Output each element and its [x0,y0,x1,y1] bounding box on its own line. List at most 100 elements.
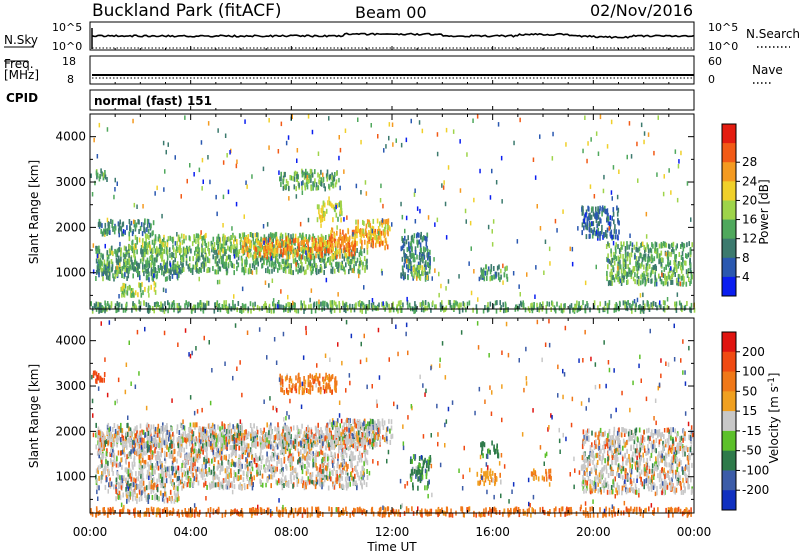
range-gate-cell [145,302,148,308]
range-gate-cell [401,245,404,251]
range-gate-cell [172,457,175,463]
range-gate-cell [344,303,347,309]
range-gate-cell [345,485,348,491]
range-gate-cell [650,302,652,308]
range-gate-cell [278,304,281,310]
range-gate-cell [152,477,155,483]
range-gate-cell [324,452,327,458]
range-gate-cell [668,262,670,268]
range-gate-cell [606,209,608,215]
range-gate-cell [281,479,284,485]
range-gate-cell [166,268,169,274]
noise-cell [473,269,475,274]
range-gate-cell [645,246,647,252]
range-gate-cell [152,275,154,281]
noise-cell [338,155,340,161]
noise-cell [539,134,541,139]
range-gate-cell [613,260,616,266]
noise-cell [445,127,448,133]
range-gate-cell [349,303,351,309]
range-gate-cell [693,307,696,313]
range-gate-cell [427,248,429,254]
range-gate-cell [98,485,100,491]
range-gate-cell [219,249,222,255]
range-gate-cell [96,172,99,178]
noise-cell [217,250,220,255]
range-gate-cell [293,437,296,443]
range-gate-cell [686,270,689,276]
noise-cell [206,268,208,274]
range-gate-cell [665,279,667,285]
range-gate-cell [284,264,287,270]
date-title: 02/Nov/2016 [590,1,693,20]
range-gate-cell [174,472,177,478]
range-gate-cell [338,249,340,254]
range-gate-cell [340,262,342,268]
range-gate-cell [215,482,218,488]
range-gate-cell [154,448,156,454]
range-gate-cell [314,455,317,461]
nave-label: Nave [752,63,783,77]
range-gate-cell [659,258,661,263]
range-gate-cell [569,308,571,314]
range-gate-cell [96,484,99,490]
range-gate-cell [400,300,402,306]
range-gate-cell [622,258,625,264]
range-gate-cell [339,228,341,234]
range-gate-cell [285,184,288,190]
range-gate-cell [168,302,171,308]
range-gate-cell [124,229,126,235]
range-gate-cell [290,478,293,484]
range-gate-cell [225,476,227,482]
range-gate-cell [323,183,325,189]
range-gate-cell [240,466,242,472]
noise-cell [492,219,495,224]
range-gate-cell [301,262,303,267]
range-gate-cell [670,251,672,257]
range-gate-cell [366,264,368,270]
range-gate-cell [306,256,309,262]
range-gate-cell [599,301,601,307]
range-gate-cell [197,252,199,258]
nsky-bottom-tick: 10^0 [52,40,82,53]
noise-cell [92,269,95,274]
range-gate-cell [273,266,275,272]
range-gate-cell [222,258,224,264]
range-gate-cell [285,259,287,265]
range-gate-cell [284,475,287,481]
range-gate-cell [330,236,332,242]
noise-cell [104,243,106,249]
range-gate-cell [108,248,111,254]
range-gate-cell [677,273,680,279]
noise-cell [385,144,387,149]
noise-cell [278,170,280,175]
range-gate-cell [276,248,279,254]
range-gate-cell [175,264,177,270]
range-gate-cell [680,244,682,249]
noise-cell [216,279,219,285]
noise-cell [556,228,558,233]
range-gate-cell [273,452,275,458]
range-gate-cell [246,474,248,479]
range-gate-cell [422,271,424,277]
range-gate-cell [141,252,143,257]
range-gate-cell [193,234,195,240]
noise-cell [184,115,186,120]
range-gate-cell [336,253,338,259]
noise-cell [322,172,324,178]
range-gate-cell [229,255,231,260]
range-gate-cell [654,267,657,273]
range-gate-cell [243,442,246,448]
range-gate-cell [339,234,342,239]
range-gate-cell [290,234,292,240]
range-gate-cell [110,303,113,309]
range-tick-label: 2000 [55,220,86,234]
range-gate-cell [179,242,181,248]
noise-cell [106,217,109,223]
range-gate-cell [127,477,130,483]
range-gate-cell [143,246,145,252]
range-gate-cell [148,438,151,444]
range-gate-cell [185,253,188,258]
range-gate-cell [583,218,585,224]
range-gate-cell [678,300,681,306]
